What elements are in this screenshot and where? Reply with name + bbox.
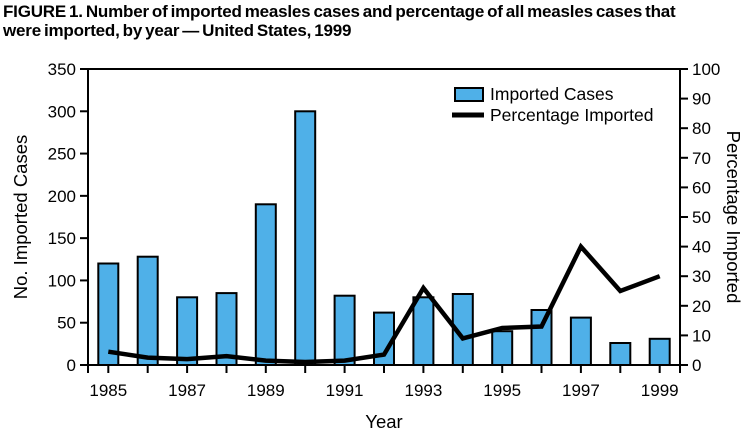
left-tick-label-250: 250: [48, 145, 76, 164]
figure-title-line-2: were imported, by year — United States, …: [3, 21, 352, 40]
x-tick-label-1985: 1985: [89, 381, 127, 400]
bars-group: [97, 110, 671, 367]
x-axis: 1985 1987 1989 1991 1993 1995 1997 1999: [87, 365, 681, 400]
y-axis-title-right: Percentage Imported: [723, 131, 744, 304]
x-tick-label-1989: 1989: [247, 381, 285, 400]
right-tick-label-60: 60: [692, 178, 711, 197]
x-tick-label-1991: 1991: [326, 381, 364, 400]
left-tick-label-100: 100: [48, 271, 76, 290]
legend-swatch-imported-cases: [454, 87, 484, 102]
bar-1993: [412, 296, 435, 366]
right-tick-label-30: 30: [692, 267, 711, 286]
x-tick-label-1987: 1987: [168, 381, 206, 400]
bar-1986: [136, 255, 159, 366]
left-tick-label-200: 200: [48, 187, 76, 206]
right-tick-label-0: 0: [692, 356, 701, 375]
y-axis-title-left: No. Imported Cases: [10, 135, 31, 300]
right-tick-label-70: 70: [692, 149, 711, 168]
bar-1989: [254, 203, 277, 366]
figure-title: FIGURE 1. Number of imported measles cas…: [3, 2, 749, 40]
percentage-line: [107, 242, 661, 365]
legend-label-percentage-imported: Percentage Imported: [490, 105, 653, 125]
x-axis-title: Year: [365, 411, 402, 432]
x-tick-label-1993: 1993: [404, 381, 442, 400]
bar-1985: [97, 262, 120, 366]
right-tick-label-40: 40: [692, 238, 711, 257]
left-tick-label-50: 50: [57, 314, 76, 333]
x-tick-label-1999: 1999: [641, 381, 679, 400]
left-tick-label-150: 150: [48, 229, 76, 248]
right-tick-label-10: 10: [692, 326, 711, 345]
bar-1987: [176, 296, 199, 366]
right-tick-label-20: 20: [692, 297, 711, 316]
legend-label-imported-cases: Imported Cases: [490, 84, 614, 104]
x-tick-label-1997: 1997: [562, 381, 600, 400]
bar-1999: [648, 337, 671, 366]
measles-import-chart: 0 50 100 150 200 250 300 350 0 10 20 30 40 50 60 70 80 90…: [10, 60, 744, 432]
right-tick-label-100: 100: [692, 60, 720, 79]
bar-1995: [491, 330, 514, 367]
left-axis: 0 50 100 150 200 250 300 350: [48, 60, 88, 375]
bar-1997: [569, 316, 592, 367]
right-tick-label-90: 90: [692, 90, 711, 109]
right-tick-label-80: 80: [692, 119, 711, 138]
left-tick-label-300: 300: [48, 102, 76, 121]
left-tick-label-0: 0: [67, 356, 76, 375]
right-tick-label-50: 50: [692, 208, 711, 227]
x-tick-label-1995: 1995: [483, 381, 521, 400]
bar-1991: [333, 294, 356, 366]
left-tick-label-350: 350: [48, 60, 76, 79]
bar-1990: [294, 110, 317, 366]
bar-1998: [609, 342, 632, 366]
right-axis: 0 10 20 30 40 50 60 70 80 90 100: [680, 60, 720, 375]
figure-title-line-1: FIGURE 1. Number of imported measles cas…: [3, 2, 676, 21]
bar-1996: [530, 309, 553, 366]
